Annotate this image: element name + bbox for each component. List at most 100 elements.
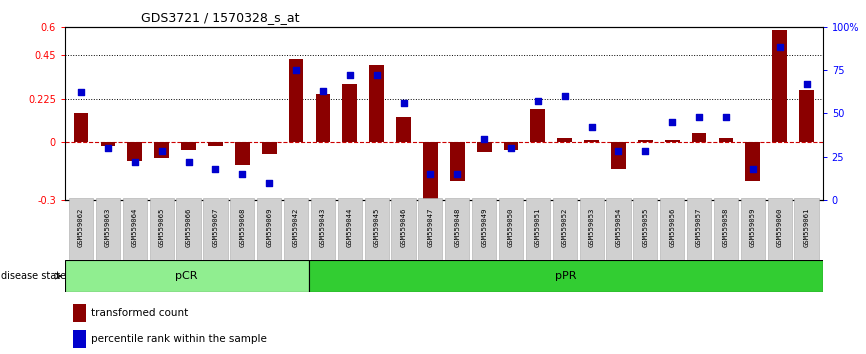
Bar [558, 138, 572, 142]
Point [531, 98, 545, 104]
Point [772, 45, 786, 50]
Text: GSM559058: GSM559058 [723, 207, 729, 247]
Point [182, 159, 196, 165]
FancyBboxPatch shape [633, 198, 657, 260]
Text: GSM559047: GSM559047 [428, 207, 433, 247]
Point [665, 119, 679, 125]
Point [289, 67, 303, 73]
Bar [772, 30, 787, 142]
FancyBboxPatch shape [230, 198, 255, 260]
Text: GSM559059: GSM559059 [750, 207, 756, 247]
Text: GSM559051: GSM559051 [535, 207, 541, 247]
Bar [288, 59, 303, 142]
FancyBboxPatch shape [308, 260, 823, 292]
Bar [585, 140, 599, 142]
FancyBboxPatch shape [553, 198, 577, 260]
FancyBboxPatch shape [526, 198, 550, 260]
FancyBboxPatch shape [177, 198, 201, 260]
Bar [477, 142, 492, 152]
Bar [423, 142, 438, 200]
Bar [369, 65, 384, 142]
FancyBboxPatch shape [150, 198, 174, 260]
FancyBboxPatch shape [96, 198, 120, 260]
Text: GSM559043: GSM559043 [320, 207, 326, 247]
Bar [449, 142, 465, 181]
FancyBboxPatch shape [391, 198, 416, 260]
Point [209, 166, 223, 172]
Text: GSM559042: GSM559042 [293, 207, 299, 247]
Point [155, 149, 169, 154]
Bar [665, 140, 680, 142]
Point [558, 93, 572, 99]
Bar [531, 109, 546, 142]
Point [719, 114, 733, 120]
Bar [396, 117, 410, 142]
Text: GSM559053: GSM559053 [589, 207, 595, 247]
Bar [504, 142, 519, 150]
Text: GDS3721 / 1570328_s_at: GDS3721 / 1570328_s_at [140, 11, 300, 24]
Text: GSM559065: GSM559065 [158, 207, 165, 247]
Bar [719, 138, 734, 142]
FancyBboxPatch shape [606, 198, 630, 260]
Bar [342, 84, 357, 142]
Text: disease state: disease state [1, 271, 66, 281]
FancyBboxPatch shape [338, 198, 362, 260]
Text: pCR: pCR [176, 271, 198, 281]
Text: percentile rank within the sample: percentile rank within the sample [92, 334, 268, 344]
Bar [638, 140, 653, 142]
Text: pPR: pPR [555, 271, 577, 281]
Point [343, 72, 357, 78]
FancyBboxPatch shape [445, 198, 469, 260]
Bar [799, 90, 814, 142]
FancyBboxPatch shape [472, 198, 496, 260]
Bar [315, 94, 330, 142]
FancyBboxPatch shape [579, 198, 604, 260]
Point [370, 72, 384, 78]
Point [74, 90, 88, 95]
Text: GSM559069: GSM559069 [266, 207, 272, 247]
Bar [73, 330, 87, 348]
Text: GSM559060: GSM559060 [777, 207, 783, 247]
Text: GSM559055: GSM559055 [643, 207, 649, 247]
Point [236, 171, 249, 177]
Point [638, 149, 652, 154]
Point [397, 100, 410, 106]
Bar [208, 142, 223, 146]
FancyBboxPatch shape [257, 198, 281, 260]
Point [128, 159, 142, 165]
FancyBboxPatch shape [740, 198, 765, 260]
FancyBboxPatch shape [687, 198, 711, 260]
Bar [262, 142, 276, 154]
Text: GSM559048: GSM559048 [455, 207, 460, 247]
Point [423, 171, 437, 177]
FancyBboxPatch shape [204, 198, 228, 260]
Bar [73, 304, 87, 322]
Point [585, 124, 598, 130]
Text: GSM559045: GSM559045 [373, 207, 379, 247]
Text: GSM559046: GSM559046 [400, 207, 406, 247]
Bar [746, 142, 760, 181]
Text: GSM559057: GSM559057 [696, 207, 702, 247]
Point [746, 166, 759, 172]
Point [799, 81, 813, 87]
Text: GSM559050: GSM559050 [508, 207, 514, 247]
Text: GSM559044: GSM559044 [346, 207, 352, 247]
Text: GSM559064: GSM559064 [132, 207, 138, 247]
FancyBboxPatch shape [65, 260, 308, 292]
Point [692, 114, 706, 120]
FancyBboxPatch shape [365, 198, 389, 260]
FancyBboxPatch shape [311, 198, 335, 260]
FancyBboxPatch shape [794, 198, 818, 260]
FancyBboxPatch shape [284, 198, 308, 260]
Text: GSM559068: GSM559068 [239, 207, 245, 247]
Point [504, 145, 518, 151]
Bar [235, 142, 249, 165]
Point [316, 88, 330, 93]
FancyBboxPatch shape [714, 198, 738, 260]
FancyBboxPatch shape [767, 198, 792, 260]
FancyBboxPatch shape [69, 198, 94, 260]
Text: transformed count: transformed count [92, 308, 189, 318]
Bar [74, 113, 88, 142]
Text: GSM559061: GSM559061 [804, 207, 810, 247]
FancyBboxPatch shape [123, 198, 147, 260]
